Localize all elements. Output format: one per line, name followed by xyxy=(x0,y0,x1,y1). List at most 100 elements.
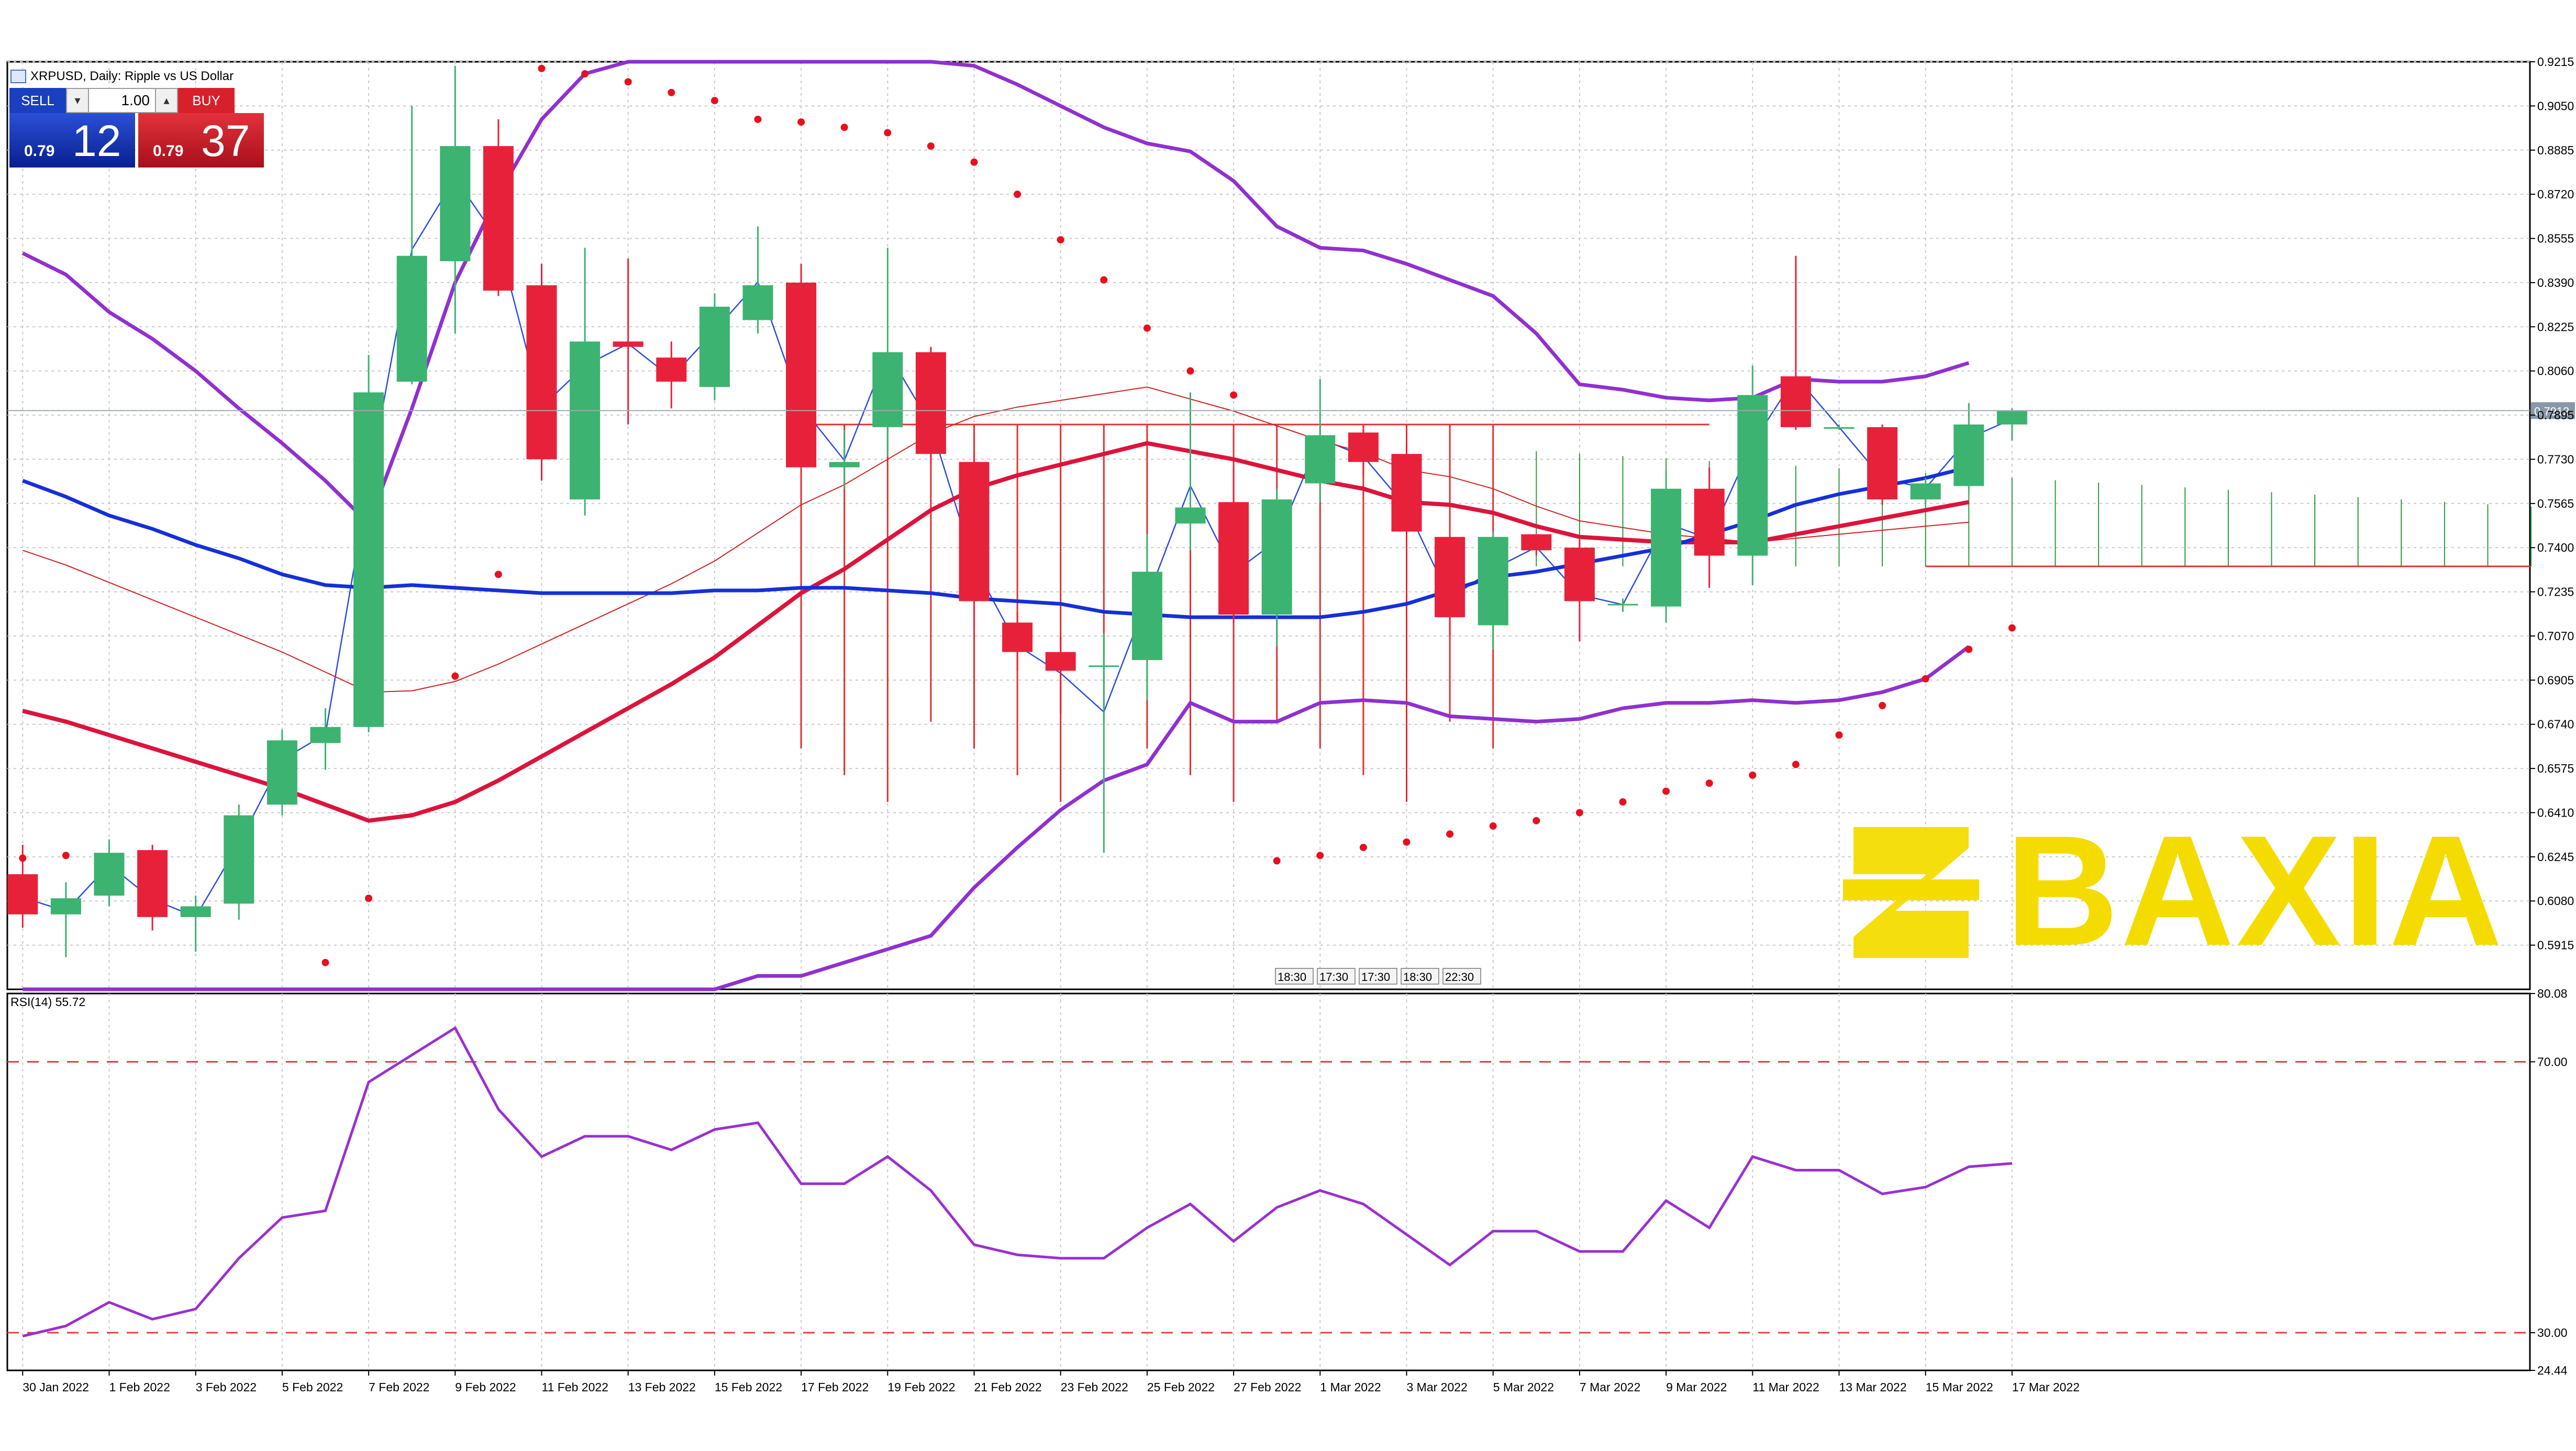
candle-body xyxy=(570,341,601,500)
psar-dot xyxy=(1230,391,1238,399)
sell-price-digits: 12 xyxy=(72,116,121,165)
chart-title: XRPUSD, Daily: Ripple vs US Dollar xyxy=(30,69,234,83)
psar-dot xyxy=(19,854,27,862)
time-label: 22:30 xyxy=(1445,970,1474,984)
time-label: 17:30 xyxy=(1319,970,1348,984)
x-tick-label: 5 Mar 2022 xyxy=(1493,1380,1554,1394)
candle-body xyxy=(1131,572,1162,660)
x-tick-label: 1 Feb 2022 xyxy=(109,1380,170,1394)
psar-dot xyxy=(62,852,70,860)
sma-red-line xyxy=(22,441,1970,823)
candle xyxy=(526,264,557,481)
candle xyxy=(1780,255,1811,430)
psar-dot xyxy=(1879,701,1886,709)
candle xyxy=(1391,443,1422,540)
x-tick-label: 19 Feb 2022 xyxy=(887,1380,955,1394)
psar-dot xyxy=(1792,761,1800,768)
main-panel-border xyxy=(6,61,2531,990)
candle-body xyxy=(786,282,817,467)
candle-body xyxy=(94,853,125,896)
candle xyxy=(1910,478,1941,505)
rsi-panel-border xyxy=(6,992,2531,1371)
psar-dot xyxy=(797,118,805,126)
axes: 0.79120.92150.90500.88850.87200.85550.83… xyxy=(7,55,2575,1394)
candle xyxy=(1435,537,1465,636)
x-tick-label: 3 Mar 2022 xyxy=(1407,1380,1468,1394)
rsi-tick-label: 70.00 xyxy=(2537,1055,2568,1068)
candle xyxy=(483,119,514,296)
x-tick-label: 9 Mar 2022 xyxy=(1666,1380,1727,1394)
candle xyxy=(1218,467,1249,623)
candle-body xyxy=(1824,427,1855,429)
candle xyxy=(137,844,168,931)
psar-dot xyxy=(1057,236,1064,244)
candle xyxy=(1651,470,1682,623)
candle-body xyxy=(1435,537,1465,618)
psar-dot xyxy=(754,115,762,123)
psar-dot xyxy=(1533,817,1540,824)
candle-body xyxy=(1089,665,1119,667)
candle-body xyxy=(1780,376,1811,428)
candle xyxy=(1953,403,1984,492)
candle xyxy=(353,354,384,733)
time-tag xyxy=(1359,968,1397,985)
candle-body xyxy=(1953,424,1984,486)
x-tick-label: 7 Feb 2022 xyxy=(369,1380,429,1394)
x-tick-label: 5 Feb 2022 xyxy=(282,1380,343,1394)
sell-price-button[interactable]: 0.79 12 xyxy=(9,113,135,168)
volume-down-icon[interactable]: ▾ xyxy=(66,88,89,113)
y-tick-label: 0.5915 xyxy=(2537,939,2574,952)
y-tick-label: 0.8720 xyxy=(2537,187,2574,201)
chart-window-icon xyxy=(10,70,26,83)
buy-price-prefix: 0.79 xyxy=(153,142,184,160)
y-tick-label: 0.8390 xyxy=(2537,276,2574,289)
buy-button[interactable]: BUY xyxy=(178,88,235,113)
candle-body xyxy=(310,727,341,743)
psar-dot xyxy=(1143,324,1151,332)
time-tag xyxy=(1442,968,1481,985)
rsi-tick-label: 30.00 xyxy=(2537,1326,2568,1340)
watermark-logo: BAXIA xyxy=(1843,802,2502,978)
candle-body xyxy=(699,306,730,387)
x-tick-label: 11 Feb 2022 xyxy=(542,1380,608,1394)
psar-dot xyxy=(1835,731,1843,739)
candle xyxy=(915,347,946,465)
y-tick-label: 0.8225 xyxy=(2537,320,2574,333)
parabolic-sar xyxy=(19,64,2016,966)
x-tick-label: 3 Feb 2022 xyxy=(196,1380,257,1394)
y-tick-label: 0.7400 xyxy=(2537,541,2574,554)
candle xyxy=(1131,534,1162,700)
time-label: 17:30 xyxy=(1361,970,1390,984)
x-tick-label: 30 Jan 2022 xyxy=(23,1380,89,1394)
candle xyxy=(1737,365,1768,585)
buy-price-digits: 37 xyxy=(201,116,250,165)
x-tick-label: 27 Feb 2022 xyxy=(1234,1380,1301,1394)
current-price-label: 0.7912 xyxy=(2534,405,2569,418)
time-tag xyxy=(1275,968,1314,985)
sell-button[interactable]: SELL xyxy=(9,88,66,113)
candle xyxy=(742,226,773,334)
candle-body xyxy=(440,146,471,261)
bollinger-upper xyxy=(21,60,1970,527)
buy-price-button[interactable]: 0.79 37 xyxy=(138,113,264,168)
candle xyxy=(1089,633,1119,853)
volume-input[interactable]: 1.00 xyxy=(89,88,155,113)
candle xyxy=(1564,539,1595,642)
one-click-trading-panel: SELL ▾ 1.00 ▴ BUY 0.79 12 0.79 37 xyxy=(9,88,264,169)
volume-up-icon[interactable]: ▴ xyxy=(155,88,178,113)
psar-dot xyxy=(1359,843,1367,851)
candle-body xyxy=(50,898,81,914)
candle-body xyxy=(526,285,557,460)
candle xyxy=(180,896,211,952)
psar-dot xyxy=(840,124,848,131)
rsi-label: RSI(14) 55.72 xyxy=(10,995,85,1009)
candle xyxy=(1261,488,1292,647)
candle xyxy=(310,708,341,770)
psar-dot xyxy=(1662,787,1670,795)
psar-dot xyxy=(1273,857,1281,865)
rsi-line xyxy=(22,1026,2013,1337)
rsi-panel: RSI(14) 55.72 xyxy=(7,995,2530,1337)
time-label: 18:30 xyxy=(1278,970,1306,984)
candle xyxy=(1996,408,2027,441)
